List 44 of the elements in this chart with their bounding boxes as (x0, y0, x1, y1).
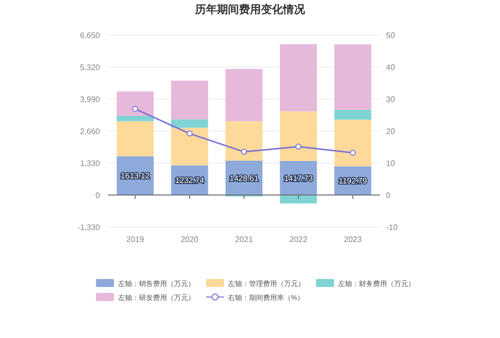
data-label: 1428.61 (230, 174, 260, 183)
data-label: 1192.79 (338, 176, 368, 186)
bar (334, 110, 372, 120)
y-tick-label: 6,650 (80, 31, 101, 40)
y-tick-label: 2,660 (80, 127, 101, 136)
y2-tick-label: 30 (386, 95, 396, 104)
x-tick-label: 2021 (235, 235, 254, 244)
y2-tick-label: 0 (386, 191, 391, 200)
bar (171, 80, 208, 120)
x-tick-label: 2019 (126, 235, 145, 244)
x-tick-label: 2020 (180, 235, 200, 244)
bar (226, 68, 262, 122)
data-label: 1417.73 (284, 174, 314, 183)
bar (280, 111, 317, 161)
y2-tick-label: 10 (386, 159, 396, 168)
bar (334, 120, 372, 166)
bar (280, 44, 317, 112)
point (241, 148, 247, 155)
y-tick-label: 5,320 (80, 63, 101, 72)
bar (116, 91, 154, 116)
y2-tick-label: 20 (386, 127, 396, 136)
bar (334, 44, 372, 110)
y-tick-label: 0 (96, 191, 101, 200)
point (186, 130, 193, 137)
bar (226, 121, 262, 161)
point (132, 106, 138, 112)
point (295, 144, 302, 150)
point (350, 150, 356, 156)
data-label: 1232.74 (175, 176, 205, 186)
y-tick-label: 3,990 (80, 95, 101, 104)
y2-tick-label: 40 (386, 63, 396, 72)
y2-tick-label: 50 (386, 31, 396, 40)
bar (171, 119, 208, 128)
bar (171, 128, 208, 166)
y2-tick-label: -10 (386, 223, 398, 232)
x-tick-label: 2022 (290, 235, 308, 244)
y-tick-label: -1,330 (77, 223, 101, 232)
y-tick-label: 1,330 (80, 159, 101, 168)
data-label: 1613.12 (120, 172, 150, 181)
bar (116, 121, 154, 156)
bar (116, 116, 154, 122)
bar (280, 195, 317, 204)
chart-title: 历年期间费用变化情况 (194, 3, 306, 16)
x-tick-label: 2023 (344, 235, 362, 244)
